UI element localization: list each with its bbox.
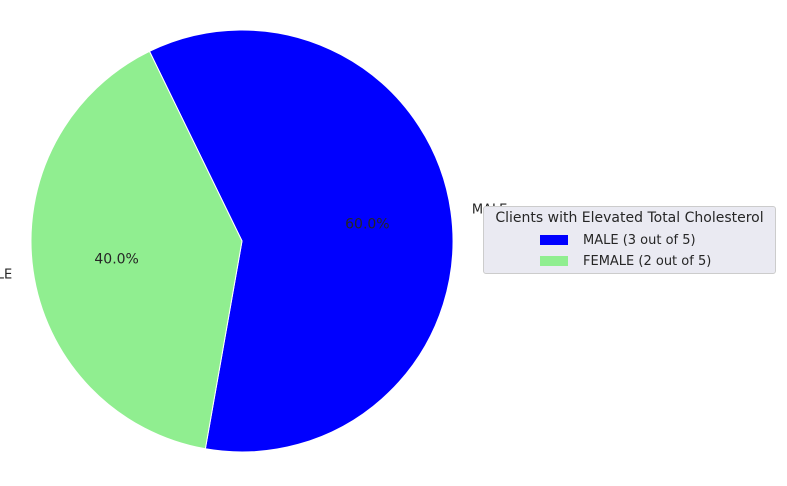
- legend-swatch-male: [540, 235, 568, 245]
- legend-swatch-female: [540, 256, 568, 266]
- legend-item-female: FEMALE (2 out of 5): [540, 253, 711, 269]
- pie-slice-male: [148, 29, 454, 453]
- slice-label-female: FEMALE: [0, 267, 12, 282]
- chart-legend: Clients with Elevated Total Cholesterol …: [483, 206, 776, 274]
- legend-label-female: FEMALE (2 out of 5): [583, 253, 712, 269]
- slice-percent-female: 40.0%: [94, 252, 138, 268]
- legend-item-male: MALE (3 out of 5): [540, 232, 696, 248]
- slice-percent-male: 60.0%: [345, 216, 389, 232]
- legend-label-male: MALE (3 out of 5): [583, 232, 696, 248]
- pie-slice-female: [30, 50, 243, 450]
- legend-title: Clients with Elevated Total Cholesterol: [495, 210, 764, 226]
